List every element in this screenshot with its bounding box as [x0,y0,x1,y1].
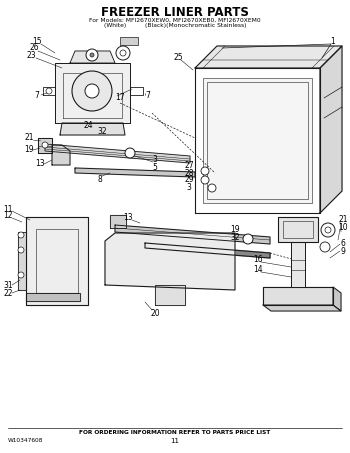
Polygon shape [155,285,185,305]
Polygon shape [105,233,235,290]
Polygon shape [320,46,342,213]
Circle shape [125,148,135,158]
Bar [36,229,78,293]
Text: 7: 7 [146,91,150,100]
Text: 3: 3 [187,183,191,192]
Circle shape [320,242,330,252]
Text: 16: 16 [253,255,263,265]
Polygon shape [26,217,88,305]
Polygon shape [195,46,342,68]
Text: 14: 14 [253,265,263,275]
Text: 21: 21 [24,134,34,143]
Circle shape [18,272,24,278]
Circle shape [321,223,335,237]
Text: 24: 24 [83,121,93,130]
Circle shape [42,142,48,148]
Circle shape [46,88,52,94]
Text: 10: 10 [338,222,348,231]
Text: 22: 22 [3,289,13,298]
Text: FOR ORDERING INFORMATION REFER TO PARTS PRICE LIST: FOR ORDERING INFORMATION REFER TO PARTS … [79,430,271,435]
Circle shape [208,184,216,192]
Bar [207,82,308,199]
Polygon shape [333,287,341,311]
Polygon shape [75,168,195,177]
Text: 26: 26 [29,43,39,53]
Text: 6: 6 [341,240,345,249]
Text: 5: 5 [153,163,158,172]
Text: 11: 11 [170,438,180,444]
Text: 9: 9 [341,246,345,255]
Text: 15: 15 [32,37,42,45]
Polygon shape [70,51,115,63]
Polygon shape [52,145,70,165]
Bar [291,242,305,287]
Text: 27: 27 [184,162,194,170]
Bar [120,37,138,45]
Polygon shape [115,225,270,244]
Circle shape [90,53,94,57]
Text: 20: 20 [150,308,160,318]
Polygon shape [55,63,130,123]
Text: 31: 31 [3,280,13,289]
Bar [278,217,318,242]
Polygon shape [263,287,333,305]
Text: 12: 12 [3,212,13,221]
Bar [203,78,312,203]
Polygon shape [45,144,190,163]
Polygon shape [263,305,341,311]
Text: 13: 13 [35,159,45,169]
Text: 17: 17 [115,93,125,102]
Circle shape [86,49,98,61]
Text: 13: 13 [123,212,133,222]
Text: 23: 23 [26,52,36,61]
Text: 19: 19 [230,226,240,235]
Text: 19: 19 [24,145,34,154]
Text: FREEZER LINER PARTS: FREEZER LINER PARTS [101,5,249,19]
Text: 1: 1 [331,38,335,47]
Text: 25: 25 [173,53,183,63]
Circle shape [18,232,24,238]
Text: 28: 28 [184,169,194,178]
Text: 21: 21 [338,216,348,225]
Circle shape [116,46,130,60]
Text: 8: 8 [98,174,102,183]
Circle shape [72,71,112,111]
Circle shape [243,234,253,244]
Polygon shape [18,232,26,290]
Text: 7: 7 [35,91,40,100]
Text: 29: 29 [184,175,194,184]
Circle shape [201,176,209,184]
Polygon shape [38,138,52,153]
Text: 11: 11 [3,204,13,213]
Bar [283,221,313,238]
Text: 32: 32 [97,126,107,135]
Text: 3: 3 [153,155,158,164]
Polygon shape [26,293,80,301]
Text: (White)          (Black)(Monochromatic Stainless): (White) (Black)(Monochromatic Stainless) [104,24,246,29]
Polygon shape [145,243,270,258]
Polygon shape [110,215,126,228]
Bar [195,68,320,213]
Text: For Models: MFI2670XEW0, MFI2670XEB0, MFI2670XEM0: For Models: MFI2670XEW0, MFI2670XEB0, MF… [89,18,261,23]
Circle shape [201,167,209,175]
Text: W10347608: W10347608 [8,439,43,443]
Circle shape [18,247,24,253]
Circle shape [85,84,99,98]
Text: 32: 32 [230,232,240,241]
Polygon shape [60,123,125,135]
